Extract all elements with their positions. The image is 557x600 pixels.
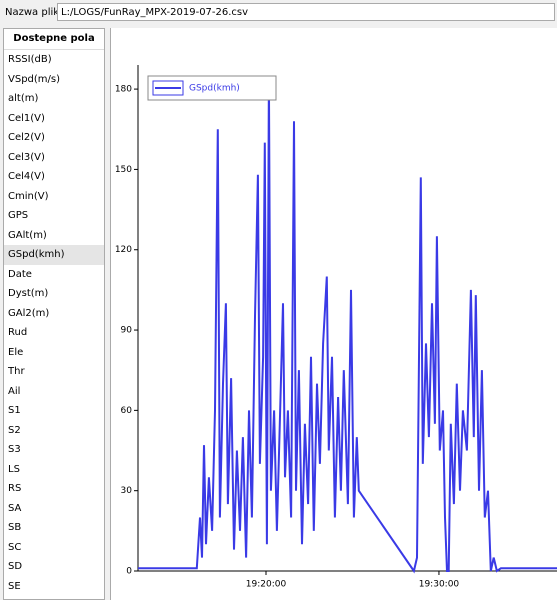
field-item[interactable]: SF (4, 596, 104, 599)
chart: 0 30 60 90 120 150 180 19:20:00 19:30:00 GSpd(kmh… (110, 28, 557, 600)
legend-label: GSpd(kmh) (189, 84, 240, 94)
field-item[interactable]: GSpd(kmh) (4, 245, 104, 265)
field-item[interactable]: S1 (8, 405, 21, 416)
field-item[interactable]: Ele (8, 346, 24, 358)
file-label: Nazwa pliku (5, 7, 66, 18)
y-tick-label: 180 (115, 85, 132, 95)
field-item[interactable]: GAl2(m) (8, 307, 50, 319)
field-item[interactable]: Cel3(V) (8, 151, 45, 163)
field-item[interactable]: Cmin(V) (8, 190, 49, 202)
field-item[interactable]: S3 (8, 444, 21, 455)
field-item[interactable]: Ail (8, 385, 21, 397)
field-item[interactable]: LS (8, 463, 20, 475)
field-item[interactable]: SA (8, 502, 22, 514)
file-input[interactable]: L:/LOGS/FunRay_MPX-2019-07-26.csv (57, 3, 555, 21)
field-item[interactable]: Date (8, 268, 32, 280)
field-item[interactable]: Cel2(V) (8, 132, 45, 143)
field-item[interactable]: RS (8, 483, 22, 494)
field-item[interactable]: SE (8, 580, 21, 592)
legend-swatch-frame (152, 80, 184, 96)
field-item[interactable]: Rud (8, 327, 28, 338)
y-tick-label: 120 (115, 245, 132, 255)
field-item[interactable]: SB (8, 522, 22, 533)
field-item[interactable]: GPS (8, 210, 29, 221)
field-item[interactable]: alt(m) (8, 93, 39, 104)
field-item[interactable]: Cel4(V) (8, 171, 45, 182)
y-tick-label: 60 (121, 406, 133, 416)
x-tick-label: 19:20:00 (246, 580, 287, 590)
field-item[interactable]: SD (8, 561, 23, 572)
field-item[interactable]: Cel1(V) (8, 112, 45, 124)
field-item[interactable]: Thr (8, 366, 25, 377)
field-list: Dostepne pola RSSI(dB) VSpd(m/s) alt(m) Cel… (3, 28, 105, 600)
field-item[interactable]: S2 (8, 424, 21, 436)
y-tick-label: 30 (121, 486, 133, 496)
list-title: Dostepne pola (4, 29, 104, 50)
data-line (138, 75, 557, 574)
y-tick-label: 150 (115, 165, 132, 175)
y-tick-label: 90 (121, 326, 133, 336)
field-item[interactable]: SC (8, 541, 22, 553)
field-item[interactable]: GAlt(m) (8, 229, 47, 241)
field-item[interactable]: Dyst(m) (8, 288, 49, 299)
field-item[interactable]: RSSI(dB) (8, 54, 52, 65)
x-tick-label: 19:30:00 (419, 580, 460, 590)
y-tick-label: 0 (126, 567, 132, 577)
field-item[interactable]: VSpd(m/s) (8, 73, 61, 85)
